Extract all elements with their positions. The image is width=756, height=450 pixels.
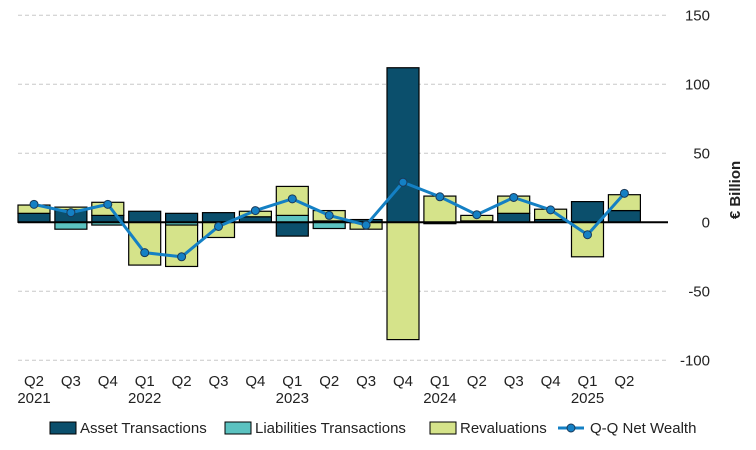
x-tick-label: Q3 bbox=[61, 373, 81, 390]
y-tick-label: -100 bbox=[680, 352, 710, 369]
line-point bbox=[177, 252, 187, 262]
line-point bbox=[398, 177, 408, 187]
legend-label: Liabilities Transactions bbox=[255, 420, 406, 437]
x-tick-label: 2023 bbox=[276, 390, 309, 407]
x-tick-label: 2022 bbox=[128, 390, 161, 407]
x-tick-label: Q2 bbox=[467, 373, 487, 390]
line-point bbox=[287, 194, 297, 204]
x-tick-label: Q4 bbox=[393, 373, 413, 390]
line-point bbox=[103, 199, 113, 209]
x-tick-label: Q1 bbox=[282, 373, 302, 390]
gridlines bbox=[18, 14, 668, 361]
y-axis-label: € Billion bbox=[727, 161, 744, 219]
x-tick-label: Q1 bbox=[135, 373, 155, 390]
legend-label: Q-Q Net Wealth bbox=[590, 420, 696, 437]
x-tick-label: Q3 bbox=[356, 373, 376, 390]
bar-revaluations bbox=[128, 221, 162, 266]
bar-liabilities-transactions bbox=[275, 214, 309, 223]
x-tick-label: Q4 bbox=[541, 373, 561, 390]
x-tick-label: Q2 bbox=[614, 373, 634, 390]
legend-marker-icon bbox=[566, 423, 576, 433]
legend-label: Revaluations bbox=[460, 420, 547, 437]
legend: Asset Transactions Liabilities Transactio… bbox=[49, 420, 696, 437]
y-tick-label: 150 bbox=[685, 7, 710, 24]
line-point bbox=[546, 205, 556, 215]
bar-asset-transactions bbox=[570, 201, 605, 223]
x-tick-label: Q4 bbox=[98, 373, 118, 390]
y-tick-label: -50 bbox=[688, 283, 710, 300]
bar-asset-transactions bbox=[275, 221, 309, 237]
bar-asset-transactions bbox=[165, 212, 199, 223]
legend-swatch-icon bbox=[49, 421, 77, 435]
x-tick-label: 2021 bbox=[17, 390, 50, 407]
bar-asset-transactions bbox=[497, 212, 531, 223]
bar-asset-transactions bbox=[386, 67, 420, 223]
line-point bbox=[140, 248, 150, 258]
x-tick-label: Q2 bbox=[319, 373, 339, 390]
line-point bbox=[250, 206, 260, 216]
legend-swatch-icon bbox=[429, 421, 457, 435]
line-point bbox=[583, 230, 592, 240]
legend-swatch-icon bbox=[224, 421, 252, 435]
bar-asset-transactions bbox=[128, 210, 162, 223]
line-point bbox=[214, 221, 223, 231]
x-tick-label: Q3 bbox=[208, 373, 228, 390]
line-point bbox=[435, 192, 445, 202]
line-point bbox=[361, 220, 371, 230]
line-point bbox=[509, 192, 519, 202]
bar-revaluations bbox=[386, 221, 420, 341]
net-wealth-line bbox=[29, 177, 629, 262]
y-tick-label: 100 bbox=[685, 76, 710, 93]
x-tick-label: Q3 bbox=[504, 373, 524, 390]
legend-label: Asset Transactions bbox=[80, 420, 207, 437]
y-tick-label: 50 bbox=[693, 145, 710, 162]
line-point bbox=[29, 199, 39, 209]
bar-asset-transactions bbox=[607, 209, 642, 223]
x-tick-label: Q4 bbox=[245, 373, 265, 390]
x-tick-label: Q1 bbox=[577, 373, 597, 390]
bar-asset-transactions bbox=[17, 212, 51, 223]
x-tick-label: 2024 bbox=[423, 390, 456, 407]
x-tick-label: Q2 bbox=[24, 373, 44, 390]
line-point bbox=[324, 210, 334, 220]
bars bbox=[17, 67, 668, 341]
x-tick-label: 2025 bbox=[571, 390, 604, 407]
x-tick-label: Q2 bbox=[172, 373, 192, 390]
line-point bbox=[619, 188, 629, 198]
y-axis-ticks: -100 -50 0 50 100 150 bbox=[680, 7, 710, 369]
y-tick-label: 0 bbox=[702, 214, 710, 231]
bar-liabilities-transactions bbox=[54, 221, 88, 230]
line-point bbox=[66, 208, 76, 218]
line-point bbox=[472, 210, 482, 220]
x-tick-label: Q1 bbox=[430, 373, 450, 390]
